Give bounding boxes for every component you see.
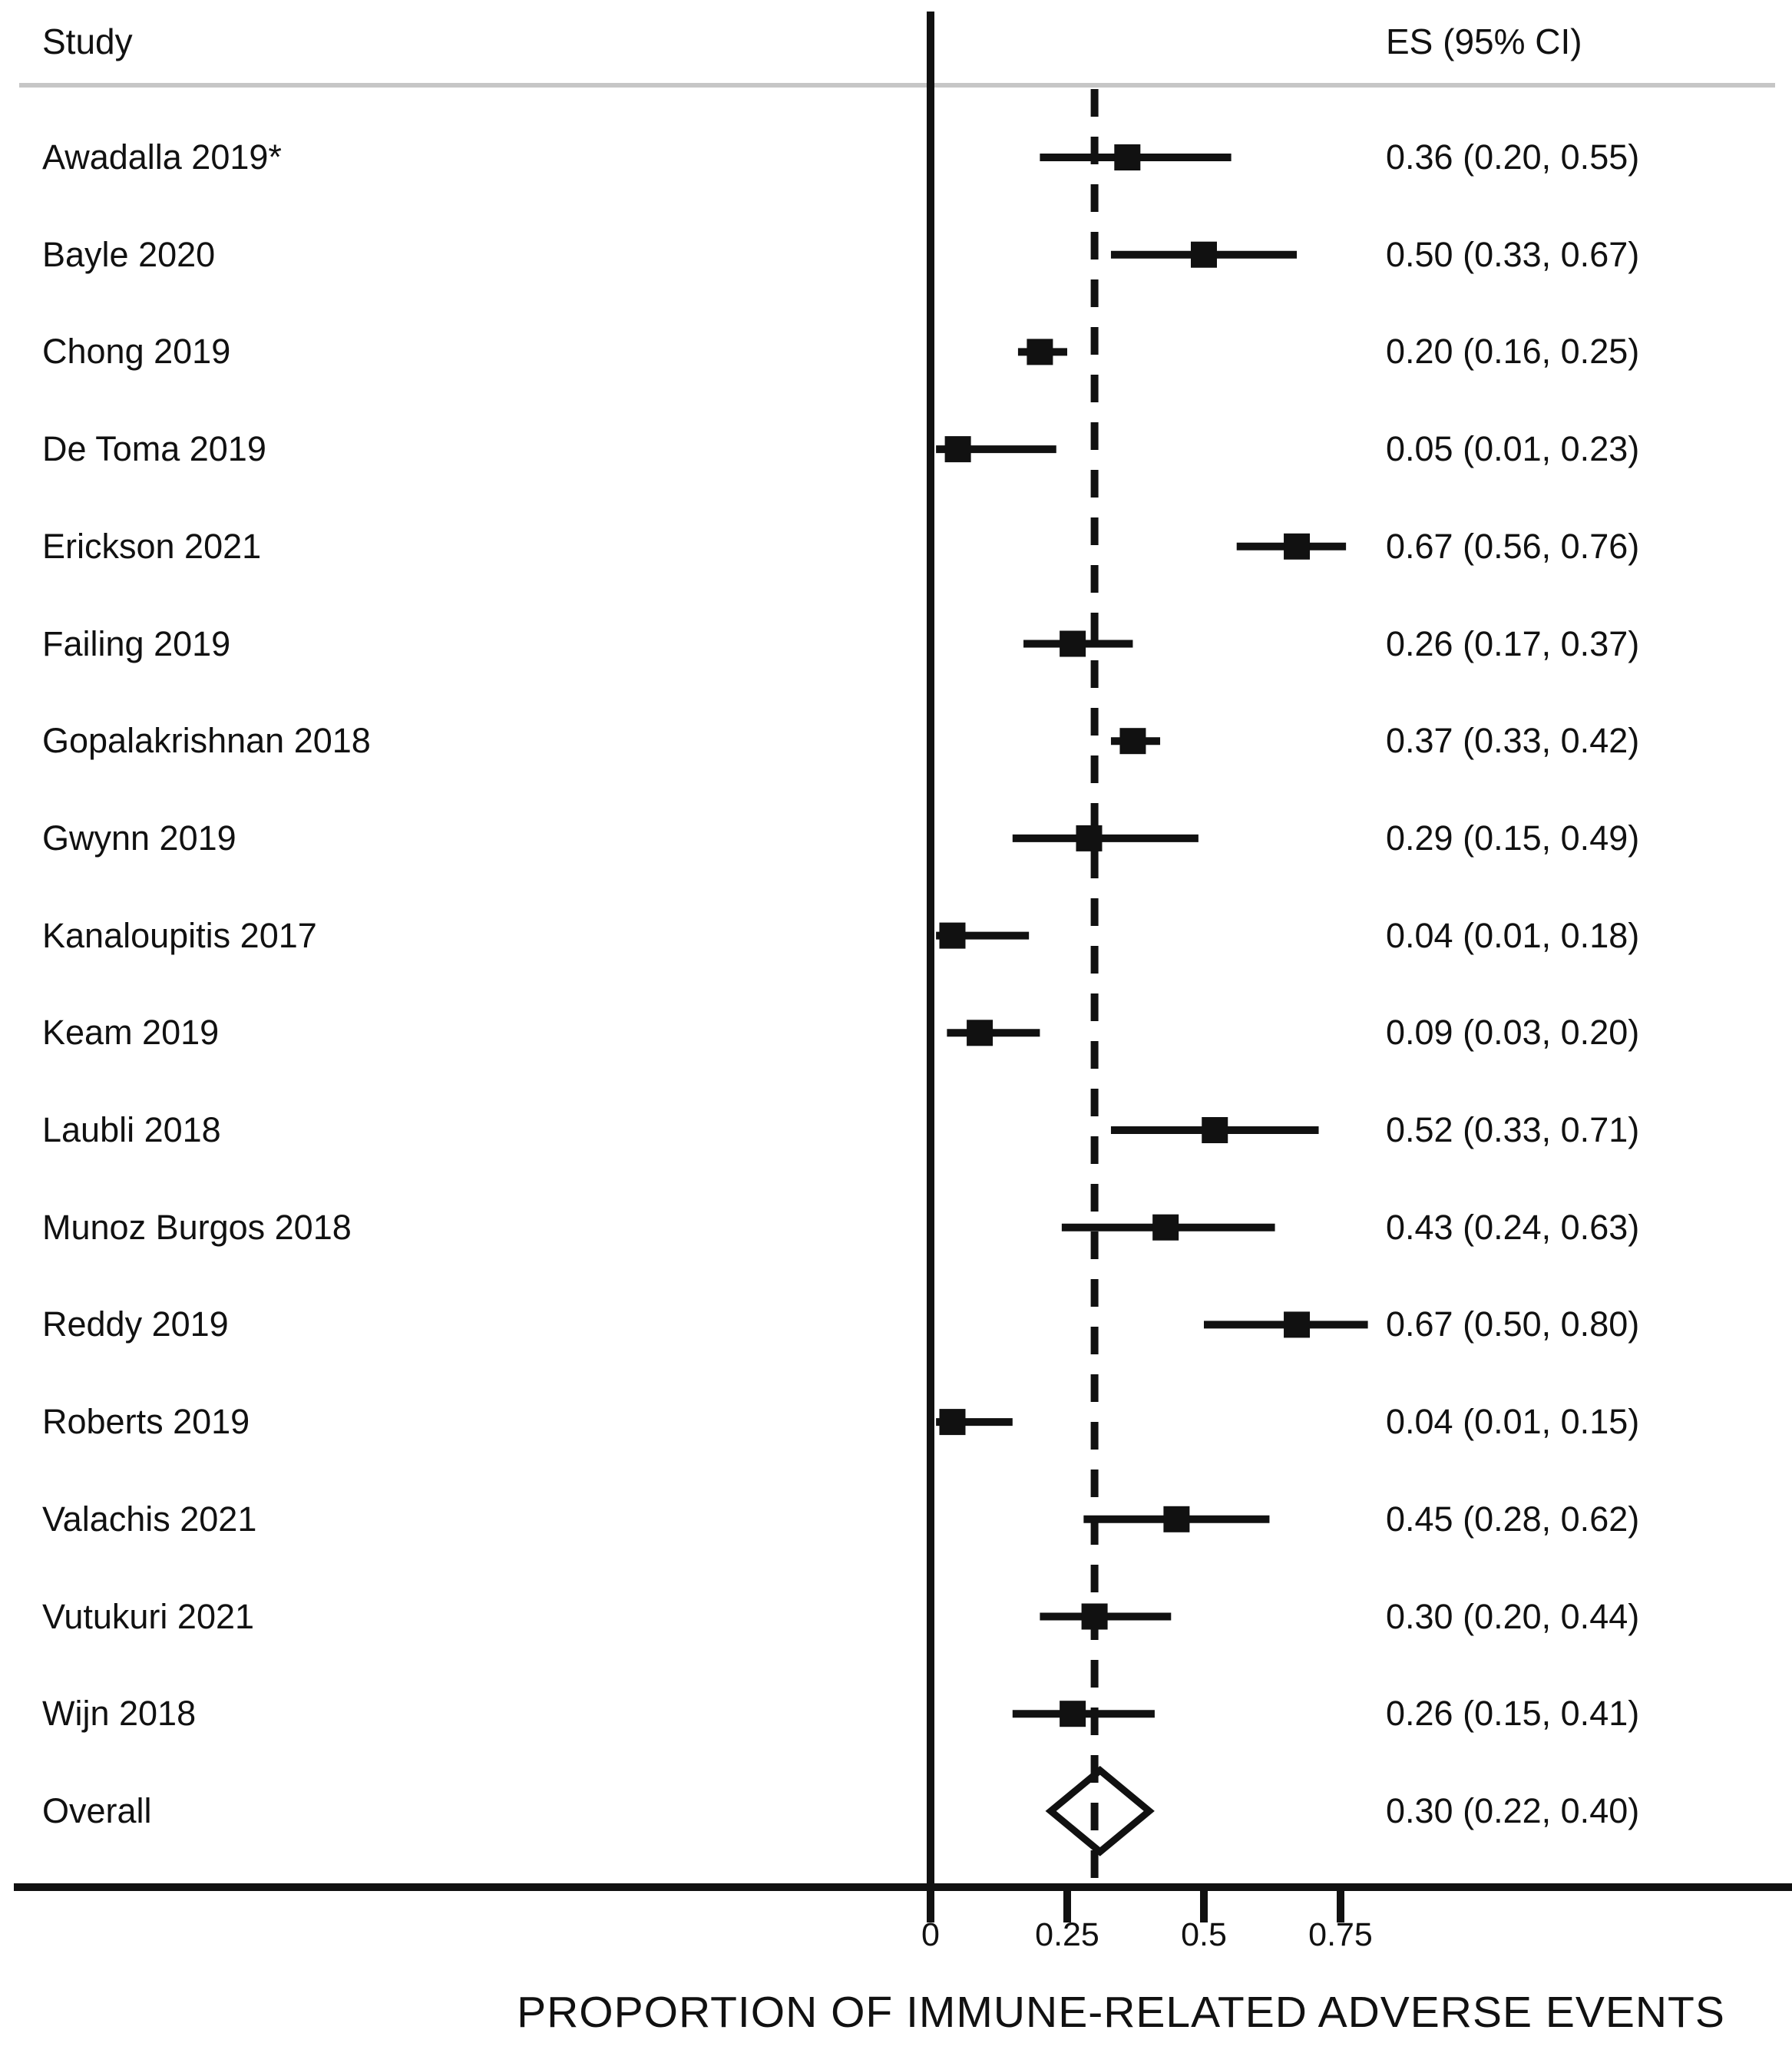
study-label: Laubli 2018 xyxy=(42,1110,221,1149)
es-marker xyxy=(939,1409,966,1436)
study-label: Chong 2019 xyxy=(42,332,231,372)
header-divider xyxy=(19,83,1775,88)
es-value: 0.36 (0.20, 0.55) xyxy=(1386,137,1640,177)
es-marker xyxy=(1081,1603,1108,1630)
study-label: Bayle 2020 xyxy=(42,234,216,274)
es-value: 0.52 (0.33, 0.71) xyxy=(1386,1110,1640,1149)
es-marker xyxy=(1284,533,1311,560)
es-value: 0.67 (0.50, 0.80) xyxy=(1386,1304,1640,1344)
study-label: Vutukuri 2021 xyxy=(42,1596,255,1636)
study-label: De Toma 2019 xyxy=(42,429,266,469)
es-value: 0.26 (0.15, 0.41) xyxy=(1386,1694,1640,1734)
study-label: Roberts 2019 xyxy=(42,1402,250,1442)
es-value: 0.04 (0.01, 0.15) xyxy=(1386,1402,1640,1442)
es-marker xyxy=(1163,1506,1190,1532)
es-marker xyxy=(944,436,971,463)
study-label: Awadalla 2019* xyxy=(42,137,282,177)
es-column-header: ES (95% CI) xyxy=(1386,21,1582,61)
overall-es-value: 0.30 (0.22, 0.40) xyxy=(1386,1790,1640,1830)
es-marker xyxy=(939,922,966,949)
es-value: 0.29 (0.15, 0.49) xyxy=(1386,818,1640,858)
es-marker xyxy=(1284,1311,1311,1338)
x-axis-tick-label: 0.25 xyxy=(1035,1916,1099,1953)
es-value: 0.20 (0.16, 0.25) xyxy=(1386,332,1640,372)
study-label: Wijn 2018 xyxy=(42,1694,197,1734)
x-axis-tick-label: 0.75 xyxy=(1308,1916,1373,1953)
es-value: 0.30 (0.20, 0.44) xyxy=(1386,1596,1640,1636)
es-value: 0.67 (0.56, 0.76) xyxy=(1386,526,1640,566)
es-value: 0.09 (0.03, 0.20) xyxy=(1386,1013,1640,1053)
es-value: 0.37 (0.33, 0.42) xyxy=(1386,721,1640,761)
es-marker xyxy=(1060,630,1086,657)
es-value: 0.43 (0.24, 0.63) xyxy=(1386,1207,1640,1247)
study-column-header: Study xyxy=(42,21,133,61)
es-marker xyxy=(1152,1214,1179,1241)
es-value: 0.05 (0.01, 0.23) xyxy=(1386,429,1640,469)
es-value: 0.26 (0.17, 0.37) xyxy=(1386,623,1640,663)
es-value: 0.50 (0.33, 0.67) xyxy=(1386,234,1640,274)
study-label: Keam 2019 xyxy=(42,1013,220,1053)
study-label: Failing 2019 xyxy=(42,623,231,663)
es-marker xyxy=(1027,339,1053,365)
study-label: Gwynn 2019 xyxy=(42,818,236,858)
es-marker xyxy=(1191,241,1217,268)
es-value: 0.45 (0.28, 0.62) xyxy=(1386,1499,1640,1539)
es-value: 0.04 (0.01, 0.18) xyxy=(1386,915,1640,955)
study-label: Reddy 2019 xyxy=(42,1304,229,1344)
study-label: Gopalakrishnan 2018 xyxy=(42,721,371,761)
es-marker xyxy=(1119,728,1146,755)
study-label: Valachis 2021 xyxy=(42,1499,257,1539)
study-label: Erickson 2021 xyxy=(42,526,262,566)
x-axis-tick-label: 0.5 xyxy=(1181,1916,1227,1953)
es-marker xyxy=(1202,1117,1228,1143)
x-axis-tick-label: 0 xyxy=(921,1916,940,1953)
study-label: Kanaloupitis 2017 xyxy=(42,915,317,955)
es-marker xyxy=(967,1020,994,1046)
es-marker xyxy=(1060,1701,1086,1727)
x-axis-title: PROPORTION OF IMMUNE-RELATED ADVERSE EVE… xyxy=(517,1988,1725,2037)
study-label: Munoz Burgos 2018 xyxy=(42,1207,352,1247)
es-marker xyxy=(1114,144,1141,170)
es-marker xyxy=(1076,825,1103,851)
overall-diamond xyxy=(1045,1766,1155,1856)
overall-label: Overall xyxy=(42,1790,152,1830)
